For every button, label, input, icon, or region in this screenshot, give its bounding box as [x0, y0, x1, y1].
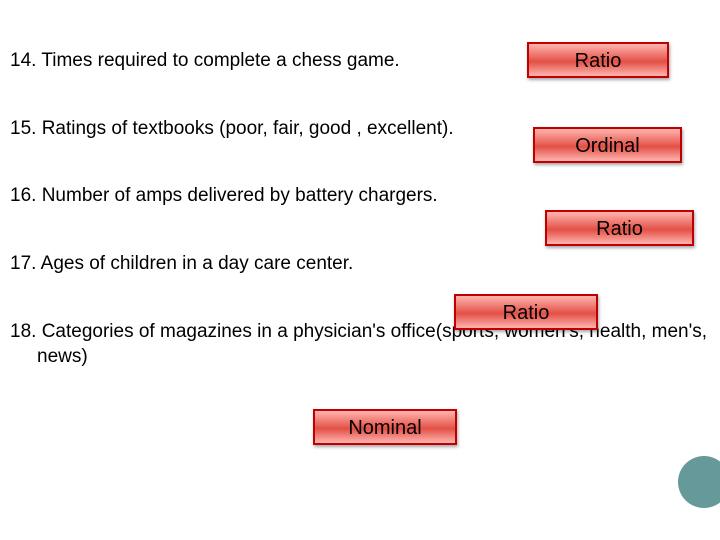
answer-box: Ratio [454, 294, 598, 330]
decor-circle-icon [678, 456, 720, 508]
answer-box: Ordinal [533, 127, 682, 163]
answer-box: Ratio [545, 210, 694, 246]
question-body: Number of amps delivered by battery char… [42, 185, 438, 206]
question-body: Times required to complete a chess game. [41, 50, 399, 71]
question-text: 17. Ages of children in a day care cente… [37, 251, 353, 277]
question-number: 18. [10, 321, 36, 342]
answer-box: Nominal [313, 409, 457, 445]
question-number: 17. [10, 253, 36, 274]
question-row: 18. Categories of magazines in a physici… [10, 319, 710, 370]
question-text: 18. Categories of magazines in a physici… [37, 319, 710, 370]
question-text: 15. Ratings of textbooks (poor, fair, go… [37, 116, 454, 142]
question-body: Ratings of textbooks (poor, fair, good ,… [42, 118, 454, 139]
question-text: 14. Times required to complete a chess g… [37, 48, 400, 74]
question-body: Categories of magazines in a physician's… [37, 321, 707, 368]
question-number: 15. [10, 118, 36, 139]
question-text: 16. Number of amps delivered by battery … [37, 183, 438, 209]
question-body: Ages of children in a day care center. [41, 253, 354, 274]
answer-box: Ratio [527, 42, 669, 78]
question-row: 17. Ages of children in a day care cente… [10, 251, 710, 277]
question-row: 16. Number of amps delivered by battery … [10, 183, 710, 209]
question-number: 16. [10, 185, 36, 206]
slide-container: 14. Times required to complete a chess g… [0, 0, 720, 540]
question-number: 14. [10, 50, 36, 71]
